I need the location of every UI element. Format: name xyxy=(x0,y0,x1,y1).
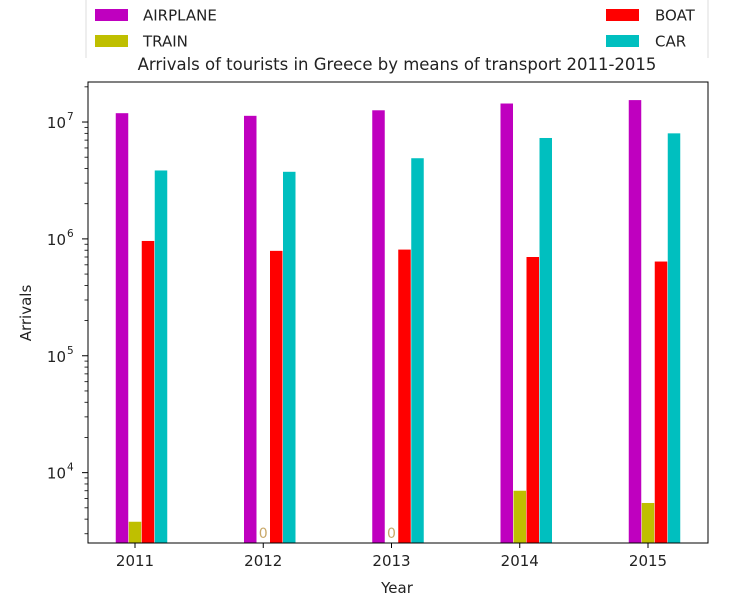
bar-boat-2013 xyxy=(398,249,411,543)
legend-swatch-airplane xyxy=(95,9,128,21)
x-tick-label: 2013 xyxy=(372,552,410,570)
bar-boat-2012 xyxy=(270,250,283,544)
y-tick-exponent: 5 xyxy=(67,345,74,357)
bar-car-2012 xyxy=(283,171,296,544)
zero-label-train-2012: 0 xyxy=(259,526,268,542)
bar-train-2014 xyxy=(513,490,526,543)
y-tick-exponent: 7 xyxy=(67,111,74,123)
bar-train-2011 xyxy=(128,521,142,543)
y-tick-label: 10 xyxy=(47,348,66,366)
bars xyxy=(115,100,681,544)
legend-label-boat: BOAT xyxy=(655,7,696,25)
legend-swatch-car xyxy=(606,35,639,47)
bar-airplane-2013 xyxy=(372,110,385,543)
legend-frame-edges xyxy=(85,0,709,58)
bar-car-2015 xyxy=(667,133,681,543)
x-tick-label: 2014 xyxy=(501,552,539,570)
bar-car-2011 xyxy=(154,170,168,543)
y-tick-exponent: 6 xyxy=(67,228,74,240)
x-tick-label: 2011 xyxy=(116,552,154,570)
x-axis-label: Year xyxy=(380,579,414,597)
bar-boat-2014 xyxy=(526,257,539,543)
legend-label-train: TRAIN xyxy=(142,33,188,51)
y-tick-label: 10 xyxy=(47,465,66,483)
legend-label-car: CAR xyxy=(655,33,686,51)
x-tick-label: 2015 xyxy=(629,552,667,570)
x-axis: 2011 2012 2013 2014 2015 xyxy=(116,543,667,570)
bar-boat-2015 xyxy=(654,261,668,543)
legend-swatch-train xyxy=(95,35,128,47)
bar-airplane-2011 xyxy=(115,113,129,543)
bar-airplane-2012 xyxy=(244,115,257,543)
y-axis-label: Arrivals xyxy=(17,285,35,342)
plot-area-frame xyxy=(87,81,709,544)
y-tick-exponent: 4 xyxy=(67,462,74,474)
bar-car-2014 xyxy=(539,137,552,544)
y-tick-label: 10 xyxy=(47,114,66,132)
bar-airplane-2015 xyxy=(628,100,642,543)
chart-title: Arrivals of tourists in Greece by means … xyxy=(138,55,657,74)
bar-train-2015 xyxy=(641,502,655,543)
bar-airplane-2014 xyxy=(500,103,513,543)
legend-swatch-boat xyxy=(606,9,639,21)
bar-car-2013 xyxy=(411,158,424,544)
legend-left: AIRPLANE TRAIN xyxy=(85,0,709,58)
x-tick-label: 2012 xyxy=(244,552,282,570)
legend-label-airplane: AIRPLANE xyxy=(143,7,217,25)
zero-label-train-2013: 0 xyxy=(387,526,396,542)
legend-right: BOAT CAR xyxy=(606,7,696,51)
y-tick-label: 10 xyxy=(47,231,66,249)
bar-boat-2011 xyxy=(141,240,155,543)
